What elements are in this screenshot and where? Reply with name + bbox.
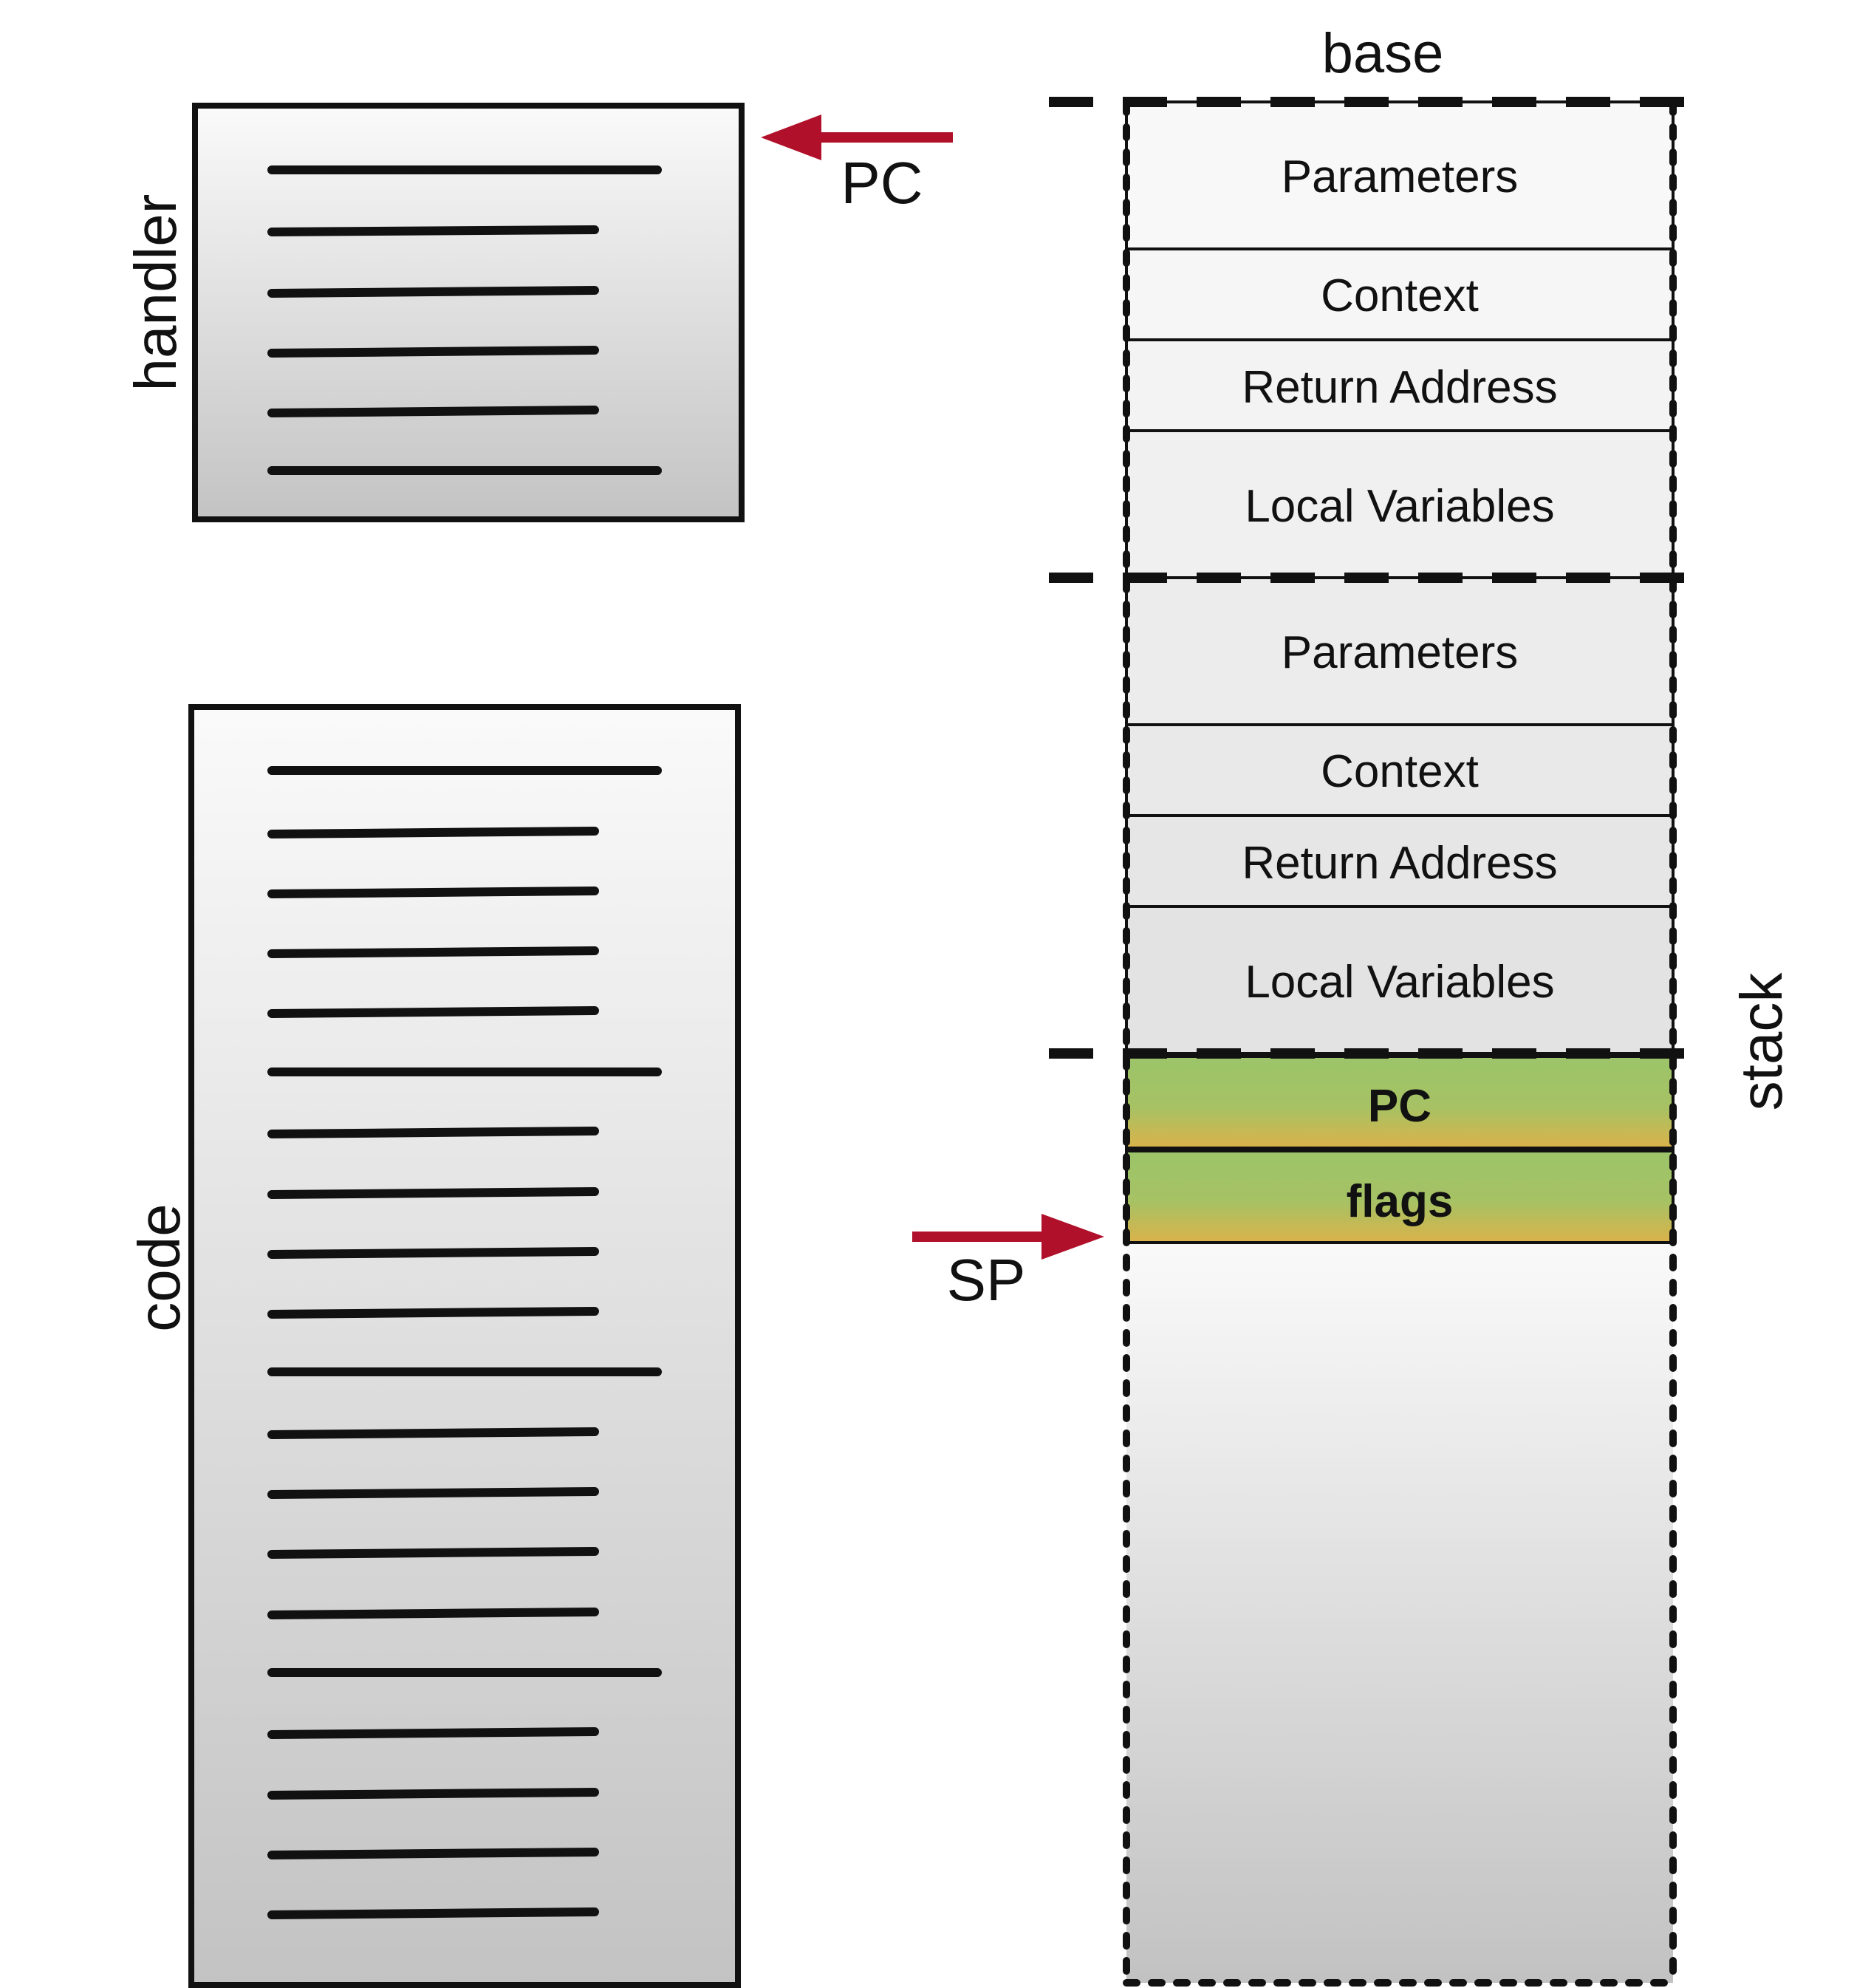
code-line [267,1848,599,1859]
frame2-context-text: Context [1321,746,1479,797]
code-label: code [126,1203,192,1331]
pushed-pc-text: PC [1368,1081,1432,1132]
main-code-lines [267,766,662,1919]
frame2-local-variables-cell [1125,905,1675,1055]
sp-pointer-label: SP [947,1247,1026,1313]
pc-pointer-label: PC [841,150,923,216]
frame1-local-variables-text: Local Variables [1245,481,1554,532]
code-line [267,225,599,236]
code-block [188,704,741,1988]
handler-code-lines [267,165,662,475]
frame2-context-cell [1125,723,1675,817]
frame2-parameters-text: Parameters [1282,627,1518,678]
code-line [267,1187,599,1199]
code-line [267,1006,599,1018]
code-line [267,406,599,417]
code-line [267,1487,599,1499]
code-line [267,1307,599,1319]
code-line [267,1907,599,1919]
frame1-context-cell [1125,247,1675,341]
stack-outline [1123,98,1677,1987]
pushed-pc-cell [1125,1055,1675,1150]
frame1-return-address-text: Return Address [1242,362,1557,413]
pc-arrow [761,115,953,160]
frame1-parameters-text: Parameters [1282,151,1518,202]
frame1-return-address-cell [1125,338,1675,432]
code-line [267,827,599,838]
frame2-local-variables-text: Local Variables [1245,957,1554,1008]
stack-frame-2: Parameters Context Return Address Local … [1125,576,1675,1055]
code-line [267,286,599,298]
code-line [267,887,599,898]
frame2-return-address-text: Return Address [1242,838,1557,889]
stack-frame-1: Parameters Context Return Address Local … [1125,100,1675,579]
handler-block [192,103,745,522]
code-line [267,1247,599,1259]
code-line [267,1427,599,1439]
pushed-flags-text: flags [1347,1176,1454,1227]
stack-free-area [1126,1237,1673,1983]
pushed-state: PC flags [1125,1055,1675,1244]
code-line [267,1608,599,1619]
frame1-context-text: Context [1321,270,1479,321]
frame-separators [1049,97,1699,1059]
frame1-parameters-cell [1125,100,1675,250]
base-label: base [1322,22,1444,85]
handler-label: handler [123,194,188,392]
code-line [267,346,599,358]
code-line [267,1727,599,1739]
code-line [267,1547,599,1559]
sp-arrow [912,1214,1104,1260]
code-line [267,946,599,958]
stack-label: stack [1728,972,1794,1111]
pushed-flags-cell [1125,1150,1675,1244]
code-line [267,1127,599,1138]
code-line [267,1788,599,1800]
